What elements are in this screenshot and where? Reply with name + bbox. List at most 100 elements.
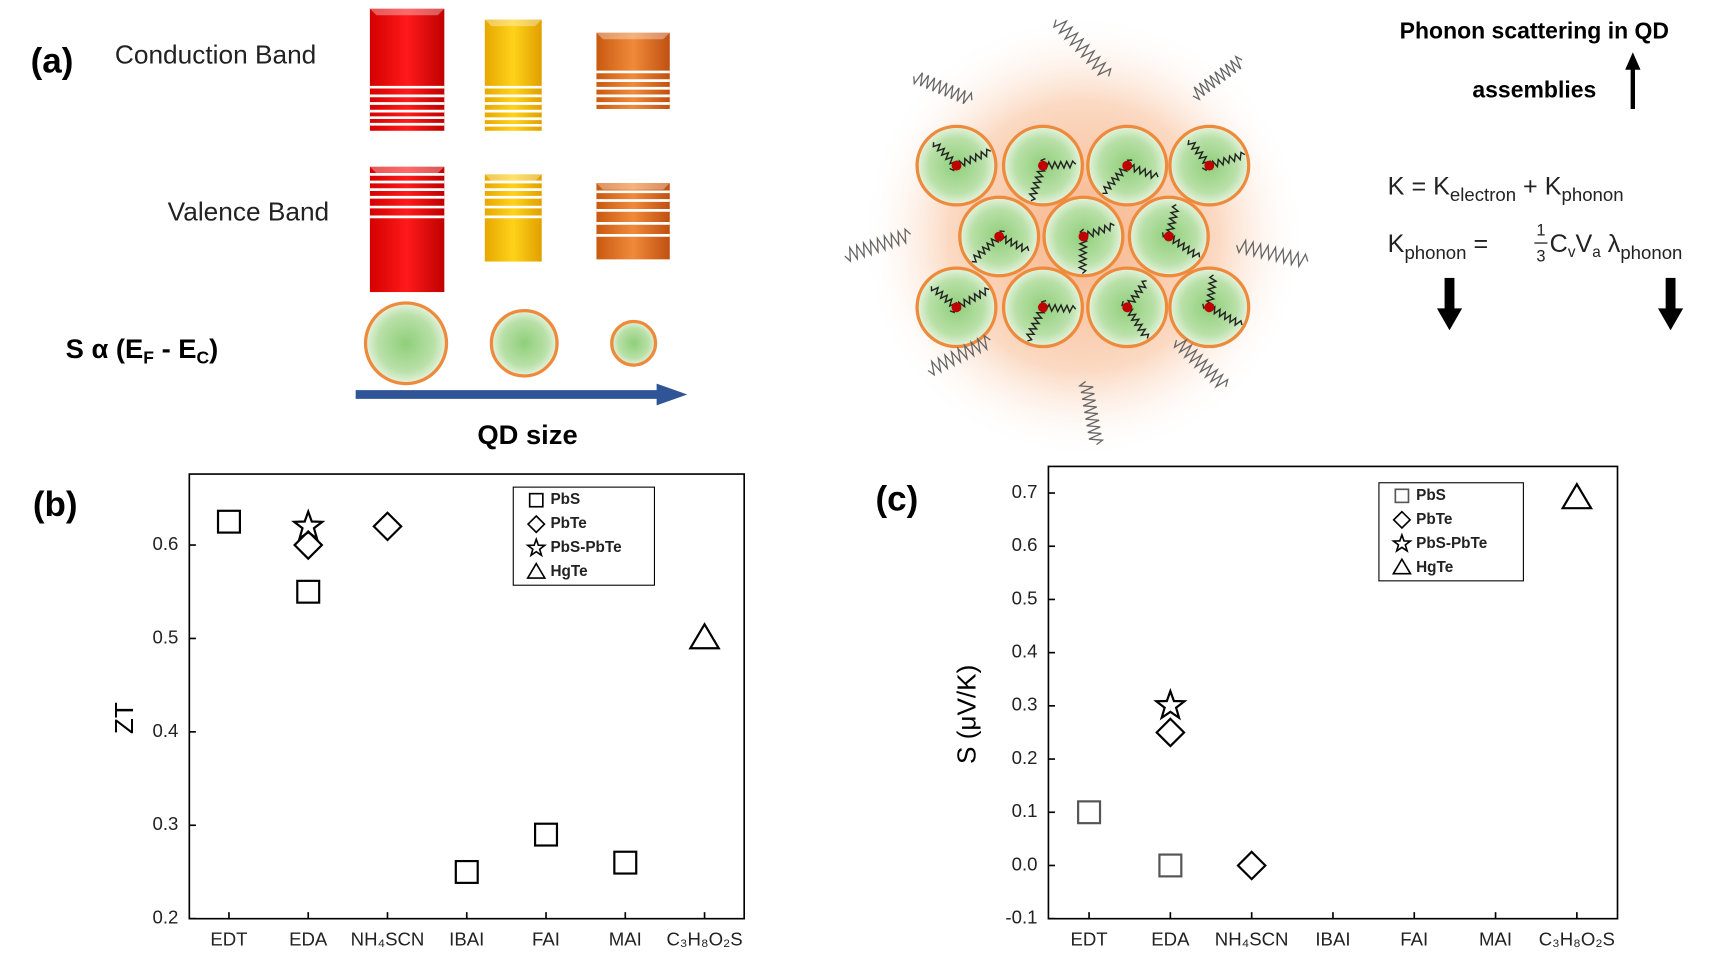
panel-a: (a) Conduction Band Valence Band S α (EF… (31, 8, 1684, 460)
atom (1038, 160, 1048, 171)
y-tick-label: 0.6 (1012, 534, 1038, 555)
marker (1153, 687, 1188, 721)
y-tick-label: 0.5 (153, 626, 179, 647)
spring (930, 286, 958, 308)
marker (1236, 850, 1267, 881)
legend-marker (525, 536, 548, 558)
spring (1126, 163, 1159, 180)
marker (688, 622, 721, 650)
panel-label: (a) (31, 41, 74, 80)
formula: K = Kelectron + Kphonon (1388, 172, 1624, 205)
atom (1163, 231, 1174, 242)
spring (844, 227, 911, 263)
marker (296, 579, 321, 604)
legend-label: PbS (550, 491, 580, 508)
fraction-num: 1 (1536, 221, 1545, 239)
band-shade (596, 183, 670, 190)
plot-frame (1047, 465, 1619, 920)
y-tick-label: -0.1 (1005, 907, 1037, 928)
spring (1205, 274, 1218, 308)
spring (1173, 338, 1229, 389)
spring (932, 142, 958, 166)
spring (998, 234, 1030, 253)
marker (1560, 482, 1594, 510)
formula: CvVa λphonon (1550, 230, 1683, 263)
marker (292, 529, 324, 561)
legend-marker (1394, 488, 1410, 504)
legend-box (512, 486, 655, 586)
legend-label: HgTe (550, 563, 587, 580)
marker (1158, 853, 1183, 878)
marker (1155, 717, 1186, 748)
phonon-title: assemblies (1472, 77, 1596, 103)
band-block (369, 166, 445, 293)
legend-marker (526, 514, 546, 534)
legend-box (1378, 482, 1524, 582)
down-arrow (1665, 277, 1676, 311)
marker (216, 509, 241, 534)
y-tick-label: 0.3 (153, 813, 179, 834)
band-shade (484, 19, 542, 27)
atom (1204, 160, 1215, 171)
atom (994, 231, 1005, 242)
y-tick-label: 0.2 (1012, 747, 1038, 768)
panel-label: (c) (876, 480, 919, 519)
atom (1122, 302, 1133, 313)
seebeck-label: S α (EF - EC) (66, 333, 219, 367)
marker (533, 822, 559, 847)
band-shade (369, 166, 445, 174)
bands (369, 8, 670, 293)
atom (1078, 231, 1089, 242)
y-tick-label: 0.7 (1012, 481, 1038, 502)
down-arrow (1444, 277, 1455, 311)
chart: (c) S (μV/K) -0.1 0.0 0.1 0.2 0.3 0.4 0.5 0.6 0.7 E… (876, 465, 1619, 949)
formula: Kphonon = (1388, 230, 1488, 263)
band-shade (369, 8, 445, 16)
y-tick-label: 0.0 (1012, 853, 1038, 874)
qd (610, 319, 658, 367)
down-arrow-head (1657, 308, 1684, 331)
y-tick-label: 0.1 (1012, 800, 1038, 821)
phonon-title: Phonon scattering in QD (1400, 18, 1669, 44)
spring (1126, 280, 1148, 309)
legend-label: PbS-PbTe (1416, 535, 1487, 552)
x-tick-label: IBAI (1315, 928, 1350, 949)
y-axis-label: ZT (109, 702, 139, 734)
x-tick-label: MAI (1479, 928, 1512, 949)
legend-marker (1391, 532, 1413, 553)
atom (951, 160, 962, 171)
band-block (596, 183, 670, 260)
x-tick-label: EDA (1151, 928, 1190, 949)
band-shade (596, 32, 670, 40)
x-tick-label: NH₄SCN (351, 928, 425, 949)
y-tick-label: 0.3 (1012, 694, 1038, 715)
arrow-head (656, 383, 688, 406)
atom (951, 302, 962, 313)
marker (372, 511, 403, 542)
spring (1165, 204, 1180, 238)
x-tick-label: C₃H₈O₂S (1539, 928, 1615, 949)
y-tick-label: 0.4 (153, 720, 179, 741)
spring (1077, 380, 1105, 446)
y-tick-label: 0.2 (153, 907, 179, 928)
qd (363, 301, 449, 386)
spring (1042, 302, 1077, 314)
size-label: QD size (477, 419, 577, 450)
x-tick-label: MAI (609, 928, 642, 949)
x-tick-label: NH₄SCN (1215, 928, 1289, 949)
band-shade (484, 174, 542, 181)
atom (1122, 160, 1133, 171)
plot-frame (188, 473, 746, 920)
atom (1038, 302, 1048, 313)
qd (489, 308, 559, 378)
marker (613, 850, 638, 875)
spring (927, 334, 991, 377)
x-tick-label: EDT (210, 928, 247, 949)
y-tick-label: 0.5 (1012, 587, 1038, 608)
spring (1042, 159, 1077, 171)
up-arrow-head (1625, 52, 1641, 70)
y-axis-label: S (μV/K) (951, 665, 981, 764)
legend-label: HgTe (1416, 559, 1453, 576)
panel-label: (b) (33, 485, 78, 524)
